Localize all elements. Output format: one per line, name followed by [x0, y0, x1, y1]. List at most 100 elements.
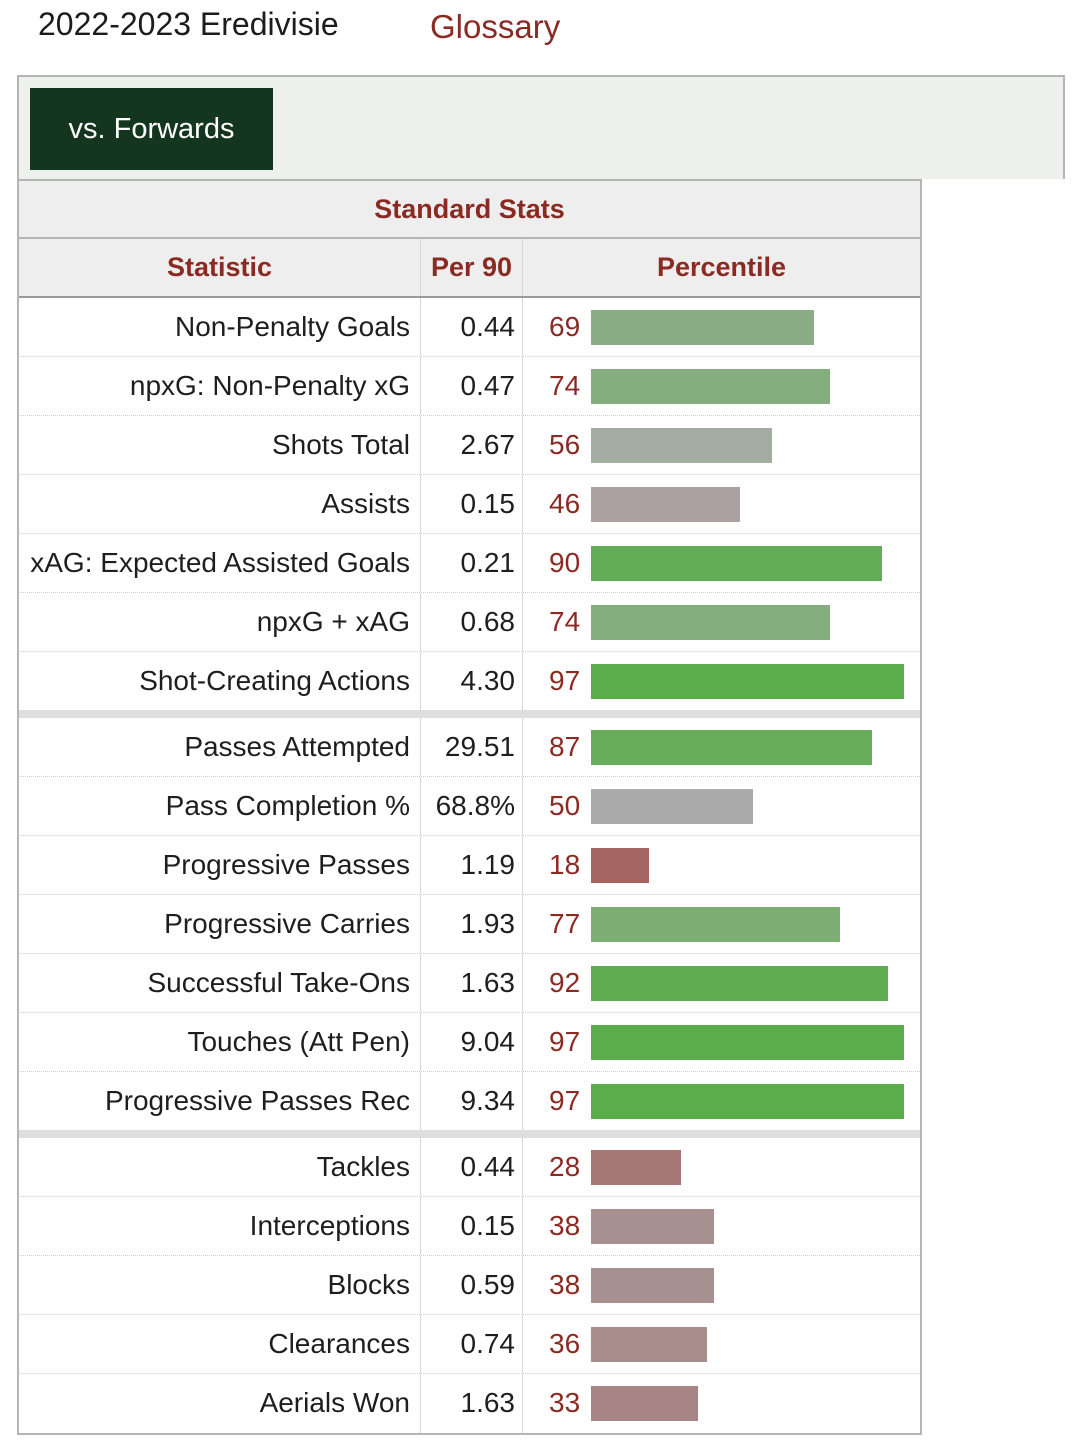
percentile-cell: 36: [523, 1315, 920, 1373]
percentile-bar: [591, 1327, 707, 1362]
table-row: Shot-Creating Actions 4.30 97: [19, 652, 920, 718]
glossary-link[interactable]: Glossary: [430, 8, 561, 45]
per90-cell: 0.15: [421, 475, 523, 533]
per90-column-header[interactable]: Per 90: [421, 239, 523, 296]
percentile-cell: 38: [523, 1197, 920, 1255]
per90-cell: 68.8%: [421, 777, 523, 835]
percentile-cell: 97: [523, 1072, 920, 1130]
percentile-value: 87: [549, 731, 581, 762]
percentile-value: 46: [549, 488, 581, 519]
statistic-cell[interactable]: Pass Completion %: [19, 777, 421, 835]
table-row: Aerials Won 1.63 33: [19, 1374, 920, 1433]
percentile-value: 18: [549, 849, 581, 880]
per90-cell: 1.93: [421, 895, 523, 953]
table-row: Touches (Att Pen) 9.04 97: [19, 1013, 920, 1072]
statistic-cell[interactable]: Aerials Won: [19, 1374, 421, 1433]
statistic-cell[interactable]: Progressive Passes: [19, 836, 421, 894]
percentile-bar: [591, 730, 872, 765]
percentile-cell: 28: [523, 1138, 920, 1196]
statistic-cell[interactable]: Shots Total: [19, 416, 421, 474]
percentile-bar: [591, 546, 882, 581]
percentile-value: 97: [549, 1085, 581, 1116]
percentile-value: 33: [549, 1387, 581, 1418]
table-row: npxG + xAG 0.68 74: [19, 593, 920, 652]
statistic-cell[interactable]: Shot-Creating Actions: [19, 652, 421, 710]
percentile-cell: 33: [523, 1374, 920, 1433]
statistic-cell[interactable]: Touches (Att Pen): [19, 1013, 421, 1071]
statistic-cell[interactable]: npxG + xAG: [19, 593, 421, 651]
percentile-value: 92: [549, 967, 581, 998]
per90-cell: 0.68: [421, 593, 523, 651]
percentile-cell: 97: [523, 1013, 920, 1071]
percentile-value: 77: [549, 908, 581, 939]
percentile-cell: 87: [523, 718, 920, 776]
percentile-cell: 46: [523, 475, 920, 533]
table-row: Clearances 0.74 36: [19, 1315, 920, 1374]
per90-cell: 9.34: [421, 1072, 523, 1130]
percentile-cell: 38: [523, 1256, 920, 1314]
table-row: npxG: Non-Penalty xG 0.47 74: [19, 357, 920, 416]
statistic-cell[interactable]: Blocks: [19, 1256, 421, 1314]
percentile-value: 74: [549, 606, 581, 637]
per90-cell: 1.63: [421, 954, 523, 1012]
percentile-cell: 77: [523, 895, 920, 953]
percentile-bar: [591, 369, 830, 404]
per90-cell: 1.19: [421, 836, 523, 894]
percentile-column-header[interactable]: Percentile: [656, 252, 787, 282]
per90-cell: 0.15: [421, 1197, 523, 1255]
table-row: Successful Take-Ons 1.63 92: [19, 954, 920, 1013]
percentile-bar: [591, 310, 814, 345]
table-title: Standard Stats: [19, 179, 920, 239]
statistic-cell[interactable]: Clearances: [19, 1315, 421, 1373]
percentile-cell: 97: [523, 652, 920, 710]
statistic-column-header[interactable]: Statistic: [19, 239, 421, 296]
percentile-value: 38: [549, 1269, 581, 1300]
percentile-bar: [591, 487, 740, 522]
percentile-value: 69: [549, 311, 581, 342]
percentile-cell: 18: [523, 836, 920, 894]
table-row: Assists 0.15 46: [19, 475, 920, 534]
percentile-value: 97: [549, 1026, 581, 1057]
table-row: Progressive Carries 1.93 77: [19, 895, 920, 954]
percentile-bar: [591, 1025, 904, 1060]
table-row: Tackles 0.44 28: [19, 1138, 920, 1197]
percentile-bar: [591, 789, 753, 824]
table-row: Non-Penalty Goals 0.44 69: [19, 298, 920, 357]
percentile-value: 97: [549, 665, 581, 696]
table-row: Progressive Passes 1.19 18: [19, 836, 920, 895]
page-header: 2022-2023 Eredivisie Glossary: [0, 0, 1079, 74]
percentile-value: 28: [549, 1151, 581, 1182]
percentile-bar: [591, 966, 888, 1001]
statistic-cell[interactable]: Progressive Passes Rec: [19, 1072, 421, 1130]
statistic-cell[interactable]: Successful Take-Ons: [19, 954, 421, 1012]
per90-cell: 9.04: [421, 1013, 523, 1071]
percentile-cell: 74: [523, 357, 920, 415]
percentile-value: 90: [549, 547, 581, 578]
percentile-cell: 74: [523, 593, 920, 651]
statistic-cell[interactable]: Tackles: [19, 1138, 421, 1196]
vs-forwards-button[interactable]: vs. Forwards: [30, 88, 273, 170]
table-row: Progressive Passes Rec 9.34 97: [19, 1072, 920, 1138]
statistic-cell[interactable]: Passes Attempted: [19, 718, 421, 776]
percentile-bar: [591, 1084, 904, 1119]
statistic-cell[interactable]: Assists: [19, 475, 421, 533]
percentile-value: 38: [549, 1210, 581, 1241]
table-row: Passes Attempted 29.51 87: [19, 718, 920, 777]
per90-cell: 29.51: [421, 718, 523, 776]
table-body: Non-Penalty Goals 0.44 69 npxG: Non-Penalty…: [19, 298, 920, 1433]
percentile-bar: [591, 605, 830, 640]
percentile-cell: 92: [523, 954, 920, 1012]
season-title: 2022-2023 Eredivisie: [38, 6, 339, 42]
statistic-cell[interactable]: Interceptions: [19, 1197, 421, 1255]
percentile-cell: 90: [523, 534, 920, 592]
per90-cell: 0.74: [421, 1315, 523, 1373]
percentile-value: 56: [549, 429, 581, 460]
per90-cell: 0.47: [421, 357, 523, 415]
table-row: Blocks 0.59 38: [19, 1256, 920, 1315]
statistic-cell[interactable]: Progressive Carries: [19, 895, 421, 953]
statistic-cell[interactable]: npxG: Non-Penalty xG: [19, 357, 421, 415]
statistic-cell[interactable]: Non-Penalty Goals: [19, 298, 421, 356]
percentile-bar: [591, 1150, 681, 1185]
statistic-cell[interactable]: xAG: Expected Assisted Goals: [19, 534, 421, 592]
percentile-bar: [591, 1386, 698, 1421]
